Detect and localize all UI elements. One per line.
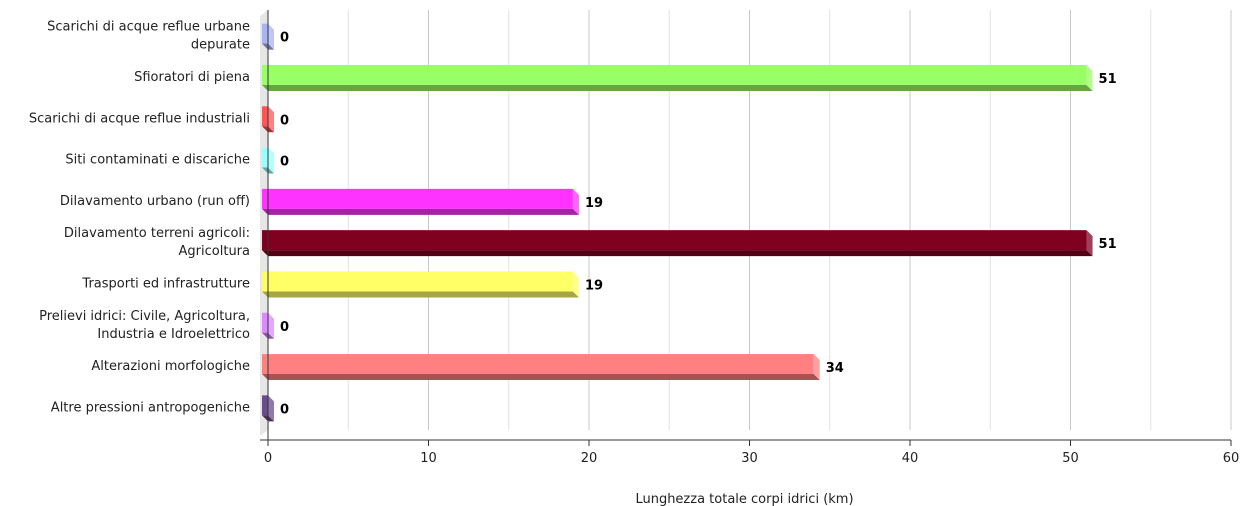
bars: 0 51 0 0 19 51 19 0 34 0: [262, 23, 1117, 422]
bar-bottom: [262, 374, 820, 381]
category-label: Scarichi di acque reflue urbane: [47, 20, 250, 35]
data-label: 0: [280, 402, 289, 417]
bar-bottom: [262, 291, 579, 298]
category-label: Alterazioni morfologiche: [91, 359, 250, 374]
bar: [262, 271, 579, 298]
bar-face: [262, 188, 573, 209]
data-label: 0: [280, 113, 289, 128]
bar-bottom: [262, 84, 1093, 91]
bar-end: [268, 312, 274, 339]
bar-end: [1086, 64, 1093, 91]
data-label: 0: [280, 320, 289, 335]
bar: [262, 188, 579, 215]
category-label: Prelievi idrici: Civile, Agricoltura,: [39, 309, 250, 324]
data-label: 51: [1099, 237, 1117, 252]
bar-end: [268, 23, 274, 50]
bar: [262, 64, 1093, 91]
data-label: 0: [280, 155, 289, 170]
bar-face: [262, 395, 268, 416]
category-labels: Scarichi di acque reflue urbane depurate S…: [29, 20, 250, 416]
category-label: Altre pressioni antropogeniche: [51, 400, 250, 415]
x-tick-label: 10: [420, 451, 437, 466]
category-label: Siti contaminati e discariche: [65, 153, 250, 168]
bar-end: [268, 147, 274, 174]
x-tick-label: 0: [264, 451, 272, 466]
bar-face: [262, 106, 268, 127]
bar-end: [1086, 230, 1093, 257]
category-label: Dilavamento urbano (run off): [60, 194, 250, 209]
bar-bottom: [262, 208, 579, 215]
bar-face: [262, 147, 268, 168]
bar-end: [268, 106, 274, 133]
data-label: 19: [585, 196, 603, 211]
bar: [262, 230, 1093, 257]
x-tick-label: 30: [741, 451, 758, 466]
bar-face: [262, 230, 1087, 251]
bar-face: [262, 271, 573, 292]
category-label: Trasporti ed infrastrutture: [81, 276, 250, 291]
bar-bottom: [262, 250, 1093, 257]
category-label: Scarichi di acque reflue industriali: [29, 111, 250, 126]
bar-face: [262, 23, 268, 44]
bar-face: [262, 312, 268, 333]
category-label: Sfioratori di piena: [134, 70, 250, 85]
data-label: 0: [280, 31, 289, 46]
bar-end: [813, 354, 820, 381]
bar: [262, 354, 820, 381]
bar-face: [262, 354, 814, 375]
x-tick-label: 20: [581, 451, 598, 466]
category-label: Dilavamento terreni agricoli:: [64, 226, 250, 241]
category-label: Industria e Idroelettrico: [97, 327, 250, 342]
x-tick-label: 50: [1062, 451, 1079, 466]
x-tick-label: 60: [1223, 451, 1240, 466]
x-tick-label: 40: [902, 451, 919, 466]
bar-end: [572, 188, 579, 215]
category-label: depurate: [191, 38, 250, 53]
data-label: 19: [585, 278, 603, 293]
x-axis: 0 10 20 30 40 50 60: [260, 10, 1239, 466]
bar-face: [262, 64, 1087, 85]
x-axis-title: Lunghezza totale corpi idrici (km): [635, 492, 853, 506]
category-label: Agricoltura: [179, 244, 250, 259]
data-label: 34: [826, 361, 844, 376]
bar-end: [572, 271, 579, 298]
bar-end: [268, 395, 274, 422]
data-label: 51: [1099, 72, 1117, 87]
